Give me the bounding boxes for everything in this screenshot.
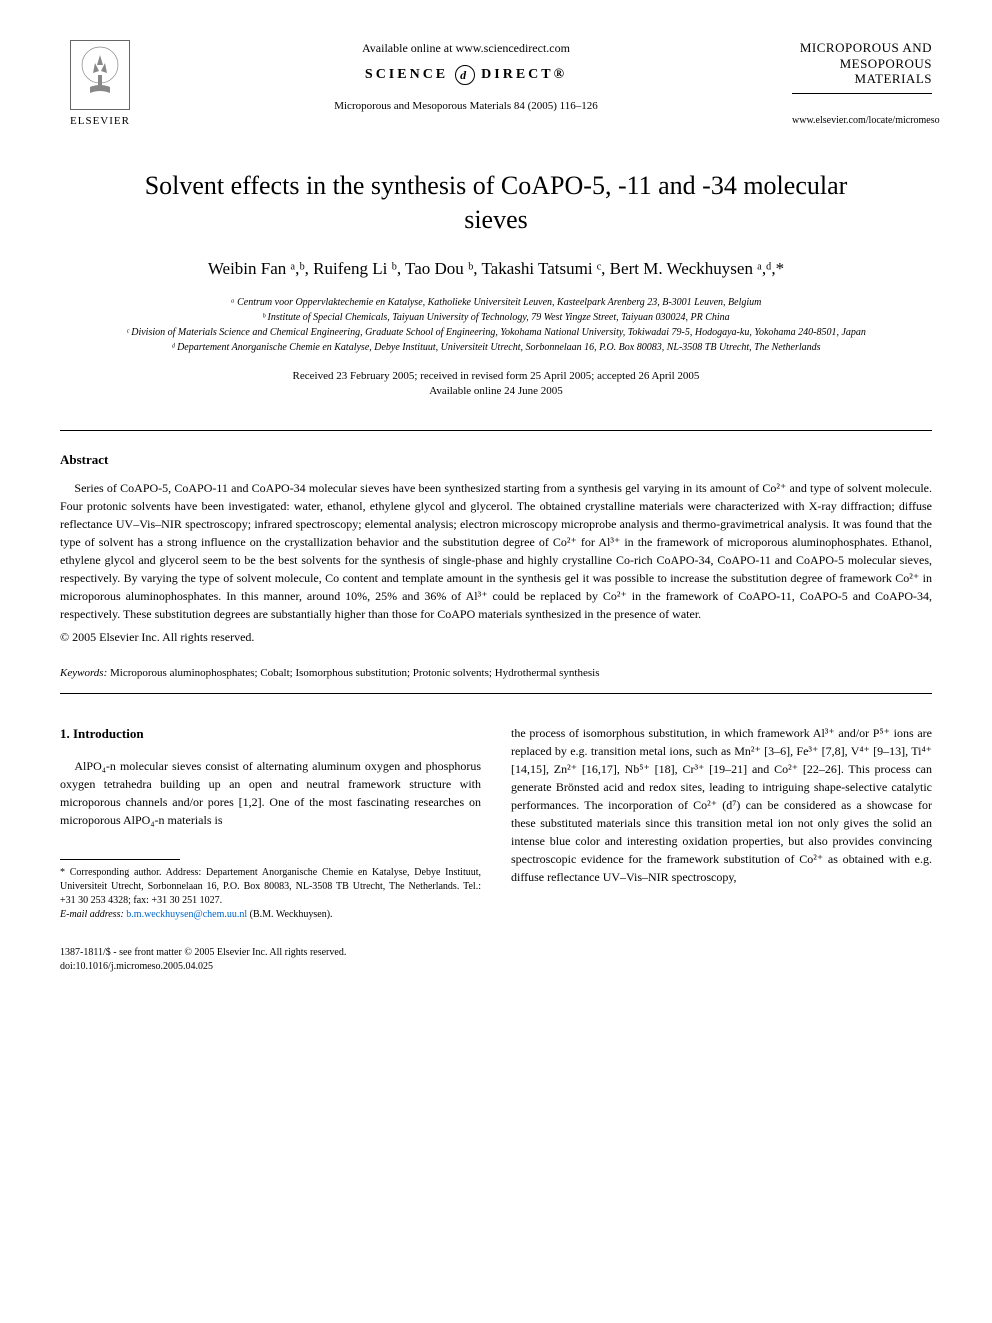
footnote-separator bbox=[60, 859, 180, 860]
email-footnote: E-mail address: b.m.weckhuysen@chem.uu.n… bbox=[60, 908, 481, 922]
journal-logo-block: MICROPOROUS AND MESOPOROUS MATERIALS www… bbox=[792, 40, 932, 128]
journal-citation: Microporous and Mesoporous Materials 84 … bbox=[160, 99, 772, 114]
intro-para-right: the process of isomorphous substitution,… bbox=[511, 724, 932, 886]
header-center: Available online at www.sciencedirect.co… bbox=[140, 40, 792, 114]
elsevier-tree-icon bbox=[70, 40, 130, 110]
abstract-heading: Abstract bbox=[60, 451, 932, 469]
right-column: the process of isomorphous substitution,… bbox=[511, 724, 932, 975]
available-date: Available online 24 June 2005 bbox=[60, 384, 932, 399]
affiliation-b: ᵇ Institute of Special Chemicals, Taiyua… bbox=[60, 310, 932, 325]
abstract-copyright: © 2005 Elsevier Inc. All rights reserved… bbox=[60, 629, 932, 646]
corresponding-author-footnote: * Corresponding author. Address: Departe… bbox=[60, 866, 481, 908]
email-link[interactable]: b.m.weckhuysen@chem.uu.nl bbox=[126, 909, 247, 920]
introduction-heading: 1. Introduction bbox=[60, 724, 481, 744]
available-online-text: Available online at www.sciencedirect.co… bbox=[160, 40, 772, 57]
affiliation-d: ᵈ Departement Anorganische Chemie en Kat… bbox=[60, 340, 932, 355]
journal-name-line1: MICROPOROUS AND bbox=[792, 40, 932, 56]
elsevier-logo: ELSEVIER bbox=[60, 40, 140, 129]
footer-block: 1387-1811/$ - see front matter © 2005 El… bbox=[60, 946, 481, 974]
left-column: 1. Introduction AlPO₄-n molecular sieves… bbox=[60, 724, 481, 975]
journal-url: www.elsevier.com/locate/micromeso bbox=[792, 114, 932, 128]
keywords-text: Microporous aluminophosphates; Cobalt; I… bbox=[107, 667, 599, 679]
received-date: Received 23 February 2005; received in r… bbox=[60, 369, 932, 384]
two-column-body: 1. Introduction AlPO₄-n molecular sieves… bbox=[60, 724, 932, 975]
authors-list: Weibin Fan ᵃ,ᵇ, Ruifeng Li ᵇ, Tao Dou ᵇ,… bbox=[60, 257, 932, 281]
journal-name-line2: MESOPOROUS MATERIALS bbox=[792, 56, 932, 87]
email-label: E-mail address: bbox=[60, 909, 126, 920]
abstract-text: Series of CoAPO-5, CoAPO-11 and CoAPO-34… bbox=[60, 479, 932, 623]
affiliation-c: ᶜ Division of Materials Science and Chem… bbox=[60, 325, 932, 340]
sciencedirect-logo: SCIENCE d DIRECT® bbox=[160, 65, 772, 85]
elsevier-text: ELSEVIER bbox=[70, 114, 130, 129]
footer-doi: doi:10.1016/j.micromeso.2005.04.025 bbox=[60, 960, 481, 974]
footer-front-matter: 1387-1811/$ - see front matter © 2005 El… bbox=[60, 946, 481, 960]
footnote-text: * Corresponding author. Address: Departe… bbox=[60, 867, 481, 906]
header-row: ELSEVIER Available online at www.science… bbox=[60, 40, 932, 129]
intro-para-left: AlPO₄-n molecular sieves consist of alte… bbox=[60, 757, 481, 829]
email-suffix: (B.M. Weckhuysen). bbox=[247, 909, 332, 920]
keywords-line: Keywords: Microporous aluminophosphates;… bbox=[60, 666, 932, 681]
article-title: Solvent effects in the synthesis of CoAP… bbox=[120, 169, 872, 237]
dates-block: Received 23 February 2005; received in r… bbox=[60, 369, 932, 400]
affiliation-a: ᵃ Centrum voor Oppervlaktechemie en Kata… bbox=[60, 295, 932, 310]
keywords-label: Keywords: bbox=[60, 667, 107, 679]
affiliations-block: ᵃ Centrum voor Oppervlaktechemie en Kata… bbox=[60, 295, 932, 355]
